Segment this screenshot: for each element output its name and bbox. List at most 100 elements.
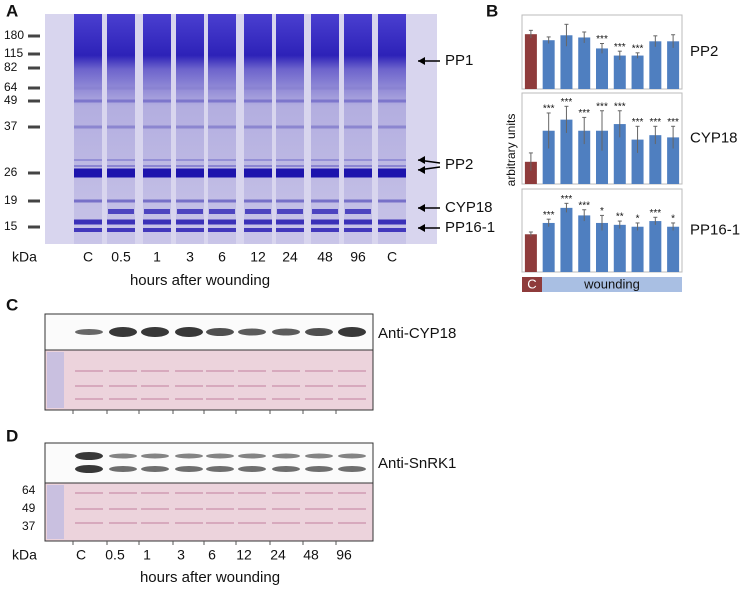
- gel-band: [143, 99, 171, 103]
- lane-label: 24: [270, 547, 286, 563]
- stain-band: [272, 370, 300, 372]
- gel-band: [276, 168, 304, 178]
- bar: [667, 226, 680, 272]
- stain-band: [238, 522, 266, 524]
- significance: ***: [561, 97, 573, 108]
- bar: [560, 119, 573, 184]
- gel-band: [107, 219, 135, 225]
- gel-band: [176, 219, 204, 225]
- stain-band: [272, 508, 300, 510]
- gel-band: [276, 159, 304, 161]
- marker-label: 64: [4, 80, 18, 94]
- gel-band: [176, 99, 204, 103]
- stain-band: [109, 385, 137, 387]
- marker-label: 37: [4, 119, 18, 133]
- gel-band: [276, 219, 304, 225]
- gel-band: [107, 199, 135, 203]
- lane-label: 6: [208, 547, 216, 563]
- gel-band: [143, 159, 171, 161]
- gel-band: [209, 209, 235, 214]
- significance: ***: [578, 200, 590, 211]
- band: [206, 328, 234, 336]
- gel-lane: [276, 14, 304, 244]
- band-label: PP16-1: [445, 219, 495, 236]
- gel-band: [378, 99, 406, 103]
- gel-band: [244, 219, 272, 225]
- band: [109, 466, 137, 472]
- gel-band: [311, 99, 339, 103]
- band: [75, 329, 103, 335]
- stain-band: [338, 385, 366, 387]
- stain-band: [175, 508, 203, 510]
- gel-band: [244, 165, 272, 167]
- stain-band: [272, 398, 300, 400]
- band: [175, 327, 203, 337]
- gel-band: [311, 228, 339, 232]
- significance: ***: [632, 43, 644, 54]
- stain-band: [175, 385, 203, 387]
- marker-label: 49: [22, 501, 36, 515]
- stain-band: [141, 398, 169, 400]
- gel-band: [276, 99, 304, 103]
- y-label: arbitrary units: [504, 114, 518, 187]
- stain-band: [238, 398, 266, 400]
- gel-band: [176, 159, 204, 161]
- gel-band: [378, 125, 406, 129]
- bar: [578, 130, 591, 184]
- band: [272, 453, 300, 459]
- bar: [596, 222, 608, 272]
- gel-lane: [344, 14, 372, 244]
- gel-lane: [176, 14, 204, 244]
- significance: ***: [578, 108, 590, 119]
- marker-lane: [47, 352, 64, 408]
- band: [141, 466, 169, 472]
- gel-band: [345, 209, 371, 214]
- blot-bands: [75, 452, 366, 524]
- gel-band: [208, 168, 236, 178]
- gel-lane: [311, 14, 339, 244]
- gel-band: [344, 99, 372, 103]
- gel-band: [74, 168, 102, 178]
- x-label: hours after wounding: [130, 272, 270, 289]
- stain-band: [75, 522, 103, 524]
- gel-band: [378, 168, 406, 178]
- stain-band: [272, 492, 300, 494]
- bar: [524, 161, 537, 184]
- panel-letter: A: [6, 1, 18, 20]
- significance: ***: [649, 208, 661, 219]
- gel-band: [276, 125, 304, 129]
- stain-band: [272, 385, 300, 387]
- gel-band: [244, 86, 272, 90]
- gel-band: [74, 125, 102, 129]
- lane-label: C: [76, 547, 86, 563]
- gel-band: [344, 219, 372, 225]
- significance: ***: [561, 194, 573, 205]
- marker-label: 26: [4, 165, 18, 179]
- lane-label: 0.5: [105, 547, 125, 563]
- gel-band: [176, 228, 204, 232]
- band: [272, 466, 300, 472]
- gel-band: [311, 219, 339, 225]
- gel-lane: [143, 14, 171, 244]
- lane-label: 0.5: [111, 249, 131, 265]
- marker-lane: [47, 485, 64, 539]
- lane-label: 96: [350, 249, 366, 265]
- arrow-head: [418, 166, 425, 174]
- chart-title: PP16-1: [690, 221, 740, 238]
- gel-band: [244, 99, 272, 103]
- unit-label: kDa: [12, 249, 37, 265]
- bar: [542, 130, 555, 184]
- significance: *: [636, 214, 640, 225]
- significance: ***: [614, 42, 626, 53]
- gel-band: [244, 125, 272, 129]
- gel-band: [311, 125, 339, 129]
- marker-label: 82: [4, 60, 18, 74]
- bar: [631, 55, 644, 89]
- band: [206, 453, 234, 459]
- lane-label: 6: [218, 249, 226, 265]
- band: [272, 328, 300, 336]
- lane-label: 12: [236, 547, 252, 563]
- chart-title: CYP18: [690, 129, 738, 146]
- lane-label: 12: [250, 249, 266, 265]
- stain-band: [109, 370, 137, 372]
